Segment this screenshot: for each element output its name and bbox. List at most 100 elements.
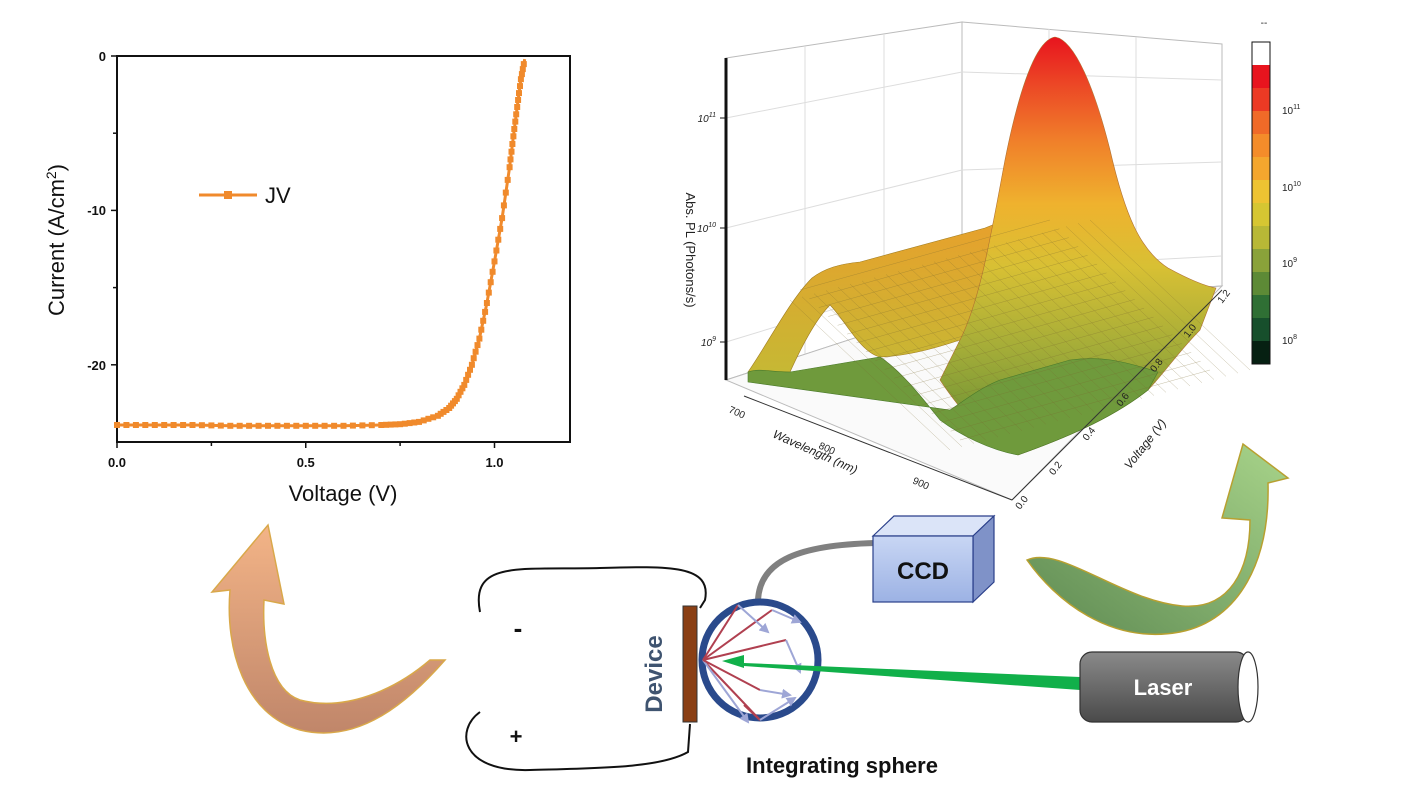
jv-x-axis-label: Voltage (V) bbox=[289, 481, 398, 506]
pl-voltage-axis bbox=[1011, 289, 1223, 501]
jv-data-point bbox=[483, 300, 490, 306]
pl-wavelength-tick-label: 900 bbox=[911, 476, 931, 493]
pl-z-ticks bbox=[720, 117, 726, 343]
colorbar-tick-label: 109 bbox=[1282, 257, 1297, 270]
jv-data-point bbox=[467, 366, 473, 373]
mesh-line bbox=[875, 290, 1126, 361]
jv-data-point bbox=[227, 422, 234, 429]
plus-terminal-label: + bbox=[510, 724, 523, 749]
jv-data-point bbox=[420, 417, 427, 424]
mesh-line bbox=[959, 369, 1211, 441]
jv-data-point bbox=[453, 395, 460, 402]
mesh-line bbox=[1041, 232, 1203, 383]
colorbar-segment bbox=[1252, 42, 1270, 66]
jv-data-point bbox=[321, 422, 328, 429]
jv-x-tick-label: 0.0 bbox=[108, 455, 126, 470]
curved-arrow-left-icon bbox=[210, 523, 447, 734]
mesh-line bbox=[1029, 235, 1191, 387]
mesh-line bbox=[1017, 239, 1179, 390]
mesh-line bbox=[865, 281, 1116, 352]
pl-z-axis-label: Abs. PL (Photons/s) bbox=[683, 192, 698, 307]
mesh-line bbox=[894, 308, 1145, 379]
pl-surface-floor-noise bbox=[747, 356, 1159, 456]
jv-data-point bbox=[489, 268, 496, 275]
mesh-line bbox=[884, 299, 1135, 370]
jv-data-point bbox=[123, 422, 130, 428]
jv-plot-frame bbox=[116, 55, 571, 443]
mesh-line bbox=[885, 274, 1047, 425]
colorbar-segment bbox=[1252, 134, 1270, 158]
device-plate bbox=[682, 605, 698, 723]
pl-wavelength-tick-label: 700 bbox=[727, 405, 747, 422]
jv-data-point bbox=[397, 421, 404, 428]
jv-data-point bbox=[457, 388, 464, 395]
circuit-wire-bottom bbox=[465, 711, 691, 772]
jv-data-point bbox=[520, 61, 527, 68]
pl-wavelength-axis bbox=[743, 395, 1013, 501]
jv-data-point bbox=[274, 422, 281, 429]
colorbar-segment bbox=[1252, 65, 1270, 89]
jv-data-point bbox=[516, 90, 522, 97]
jv-data-point bbox=[401, 420, 408, 427]
mesh-line bbox=[847, 263, 1098, 335]
colorbar-top-label: -- bbox=[1261, 18, 1268, 29]
jv-data-point bbox=[416, 418, 422, 425]
jv-data-point bbox=[476, 335, 483, 342]
jv-plot: 0.0 0.5 1.0 0 -10 -20 Voltage (V) Curren… bbox=[43, 49, 571, 506]
jv-data-point bbox=[161, 422, 168, 428]
jv-data-point bbox=[293, 422, 300, 429]
mesh-line bbox=[945, 258, 1107, 409]
jv-data-point bbox=[359, 422, 366, 429]
jv-data-point bbox=[302, 422, 309, 429]
colorbar-tick-label: 108 bbox=[1282, 334, 1297, 347]
mesh-line bbox=[897, 271, 1059, 422]
jv-data-point bbox=[474, 342, 481, 349]
ccd-front-face bbox=[872, 535, 974, 603]
jv-data-point bbox=[383, 421, 389, 428]
jv-data-point bbox=[510, 133, 517, 140]
jv-data-point bbox=[255, 422, 262, 429]
jv-data-point bbox=[515, 97, 522, 103]
jv-data-point bbox=[519, 66, 526, 73]
jv-data-point bbox=[507, 156, 514, 163]
colorbar-segment bbox=[1252, 318, 1270, 342]
laser-source: Laser bbox=[1079, 651, 1259, 723]
mesh-line bbox=[931, 343, 1182, 414]
jv-legend-marker bbox=[224, 191, 232, 199]
jv-data-point bbox=[340, 422, 347, 429]
pl-voltage-tick-label: 0.0 bbox=[1014, 494, 1031, 512]
jv-data-point bbox=[392, 421, 399, 428]
mesh-line bbox=[1089, 219, 1251, 371]
pl-wavelength-axis-label: Wavelength (nm) bbox=[771, 427, 860, 477]
jv-data-point bbox=[151, 422, 158, 428]
mesh-line bbox=[1053, 229, 1215, 380]
mesh-line bbox=[950, 361, 1201, 432]
pl-z-tick-label: 1011 bbox=[698, 112, 716, 125]
optical-fibre bbox=[755, 540, 876, 601]
jv-data-point bbox=[497, 225, 504, 232]
jv-data-point bbox=[463, 376, 470, 383]
jv-data-point bbox=[472, 348, 479, 355]
jv-data-point bbox=[500, 202, 507, 209]
jv-data-point bbox=[461, 381, 468, 388]
colorbar-segment bbox=[1252, 226, 1270, 250]
laser-beam bbox=[722, 655, 1080, 690]
jv-data-point bbox=[265, 422, 271, 429]
mesh-line bbox=[909, 267, 1071, 419]
colorbar-segment bbox=[1252, 157, 1270, 181]
jv-y-tick-label: 0 bbox=[99, 49, 106, 64]
mesh-line bbox=[825, 290, 987, 441]
device-label: Device bbox=[641, 635, 668, 712]
jv-data-point bbox=[406, 420, 413, 427]
jv-data-point bbox=[493, 247, 500, 254]
jv-data-point bbox=[504, 176, 511, 183]
jv-data-point bbox=[114, 422, 120, 428]
jv-data-point bbox=[502, 189, 509, 196]
mesh-line bbox=[861, 280, 1023, 431]
jv-data-point bbox=[480, 317, 487, 324]
jv-data-point bbox=[198, 422, 205, 429]
jv-data-point bbox=[508, 148, 515, 155]
jv-data-point bbox=[378, 422, 385, 428]
colorbar-tick-label: 1010 bbox=[1282, 181, 1301, 194]
